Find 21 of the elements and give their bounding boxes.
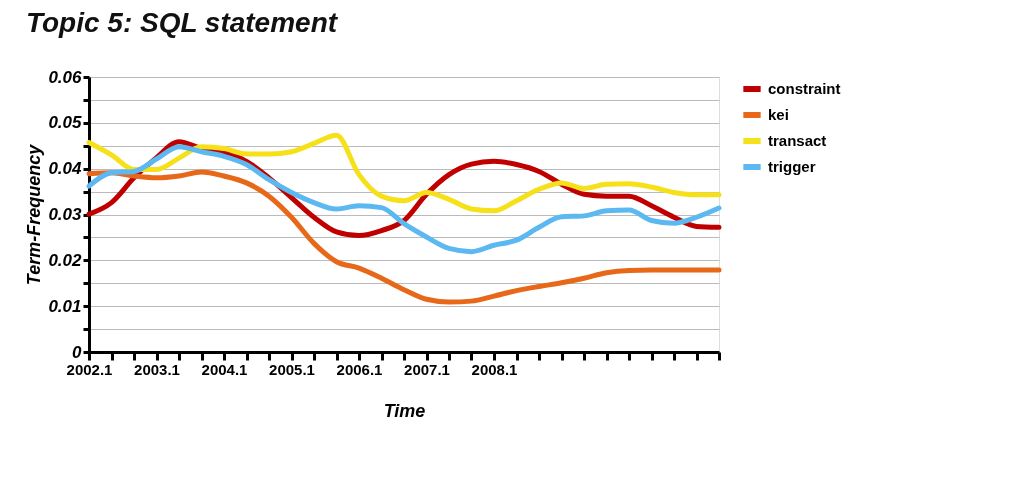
legend-label: trigger — [768, 158, 816, 175]
x-tick-label: 2006.1 — [336, 360, 383, 378]
legend-label: constraint — [768, 80, 841, 97]
y-tick-label: 0.03 — [48, 205, 83, 224]
x-tick-label: 2002.1 — [66, 360, 113, 378]
y-tick-label: 0 — [72, 342, 83, 362]
x-tick-label: 2005.1 — [269, 360, 315, 378]
chart-title: Topic 5: SQL statement — [25, 7, 339, 38]
y-tick-label: 0.05 — [48, 113, 83, 133]
x-axis-title: Time — [383, 400, 426, 421]
x-tick-label: 2008.1 — [471, 360, 518, 378]
y-tick-label: 0.04 — [48, 159, 83, 179]
legend-label: transact — [768, 132, 827, 149]
legend-label: kei — [768, 106, 789, 123]
y-tick-label: 0.02 — [48, 250, 83, 270]
y-tick-label: 0.01 — [48, 296, 82, 316]
x-tick-label: 2003.1 — [134, 360, 180, 378]
y-tick-label: 0.06 — [48, 67, 83, 87]
x-tick-label: 2004.1 — [201, 360, 248, 378]
x-tick-label: 2007.1 — [404, 360, 450, 378]
y-axis-title: Term-Frequency — [24, 143, 45, 286]
